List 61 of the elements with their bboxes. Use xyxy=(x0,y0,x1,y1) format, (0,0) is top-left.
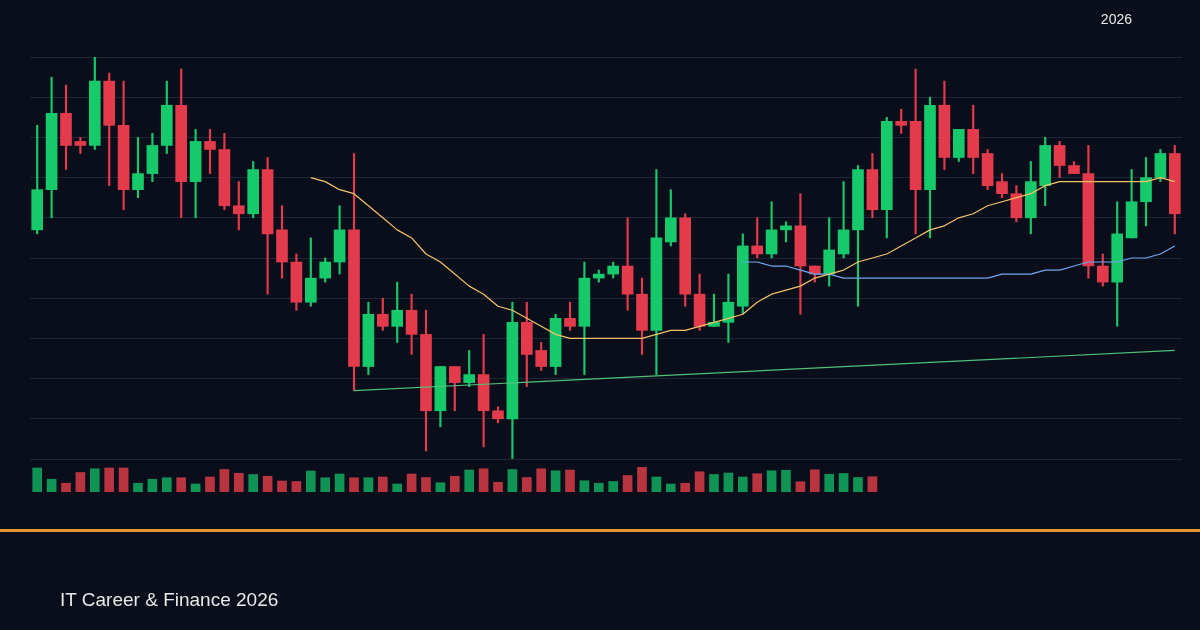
bar xyxy=(421,477,431,492)
bar xyxy=(61,482,71,492)
bar xyxy=(334,473,345,492)
bar xyxy=(219,469,230,492)
bar xyxy=(363,477,374,492)
bar xyxy=(305,470,316,492)
bar xyxy=(147,478,158,492)
bar xyxy=(867,476,878,492)
bar xyxy=(406,473,417,492)
bar xyxy=(176,477,187,492)
bar xyxy=(478,468,489,492)
bar xyxy=(392,483,403,492)
bar xyxy=(752,473,763,492)
bar xyxy=(89,468,100,492)
bar xyxy=(838,473,849,492)
bar xyxy=(104,467,115,492)
bar xyxy=(507,469,518,492)
bar xyxy=(320,477,331,492)
text: IT Career & Finance 2026 xyxy=(60,589,279,611)
bar xyxy=(795,481,806,492)
bar xyxy=(694,471,705,492)
bar xyxy=(665,483,676,492)
bar xyxy=(766,470,777,492)
bar xyxy=(277,480,287,492)
bar xyxy=(809,469,820,492)
bar xyxy=(248,474,259,492)
bar xyxy=(622,475,633,492)
bar xyxy=(608,481,619,492)
bar xyxy=(521,477,532,492)
bar xyxy=(133,482,143,492)
bar xyxy=(46,478,57,492)
bar xyxy=(565,469,575,492)
bar xyxy=(651,476,662,492)
bar xyxy=(32,467,43,492)
bar xyxy=(205,476,215,492)
bar xyxy=(680,482,691,492)
bar xyxy=(449,475,460,492)
bar xyxy=(233,472,244,492)
bar xyxy=(377,476,388,492)
bar xyxy=(190,483,201,492)
bar xyxy=(637,467,647,492)
bar xyxy=(435,482,446,492)
bar xyxy=(737,476,748,492)
bar xyxy=(579,480,590,492)
bar xyxy=(464,469,475,492)
bar xyxy=(723,472,734,492)
bar xyxy=(262,475,273,492)
bar xyxy=(593,482,604,492)
bar xyxy=(709,474,719,492)
bar xyxy=(291,481,302,492)
bar xyxy=(118,467,129,492)
bar xyxy=(493,481,503,492)
bar xyxy=(349,477,359,492)
bar xyxy=(853,477,863,492)
bar xyxy=(550,470,561,492)
bar xyxy=(536,468,547,492)
bar xyxy=(824,473,835,492)
bar xyxy=(75,472,86,492)
bar xyxy=(161,477,172,492)
bar xyxy=(781,469,791,492)
text: 2026 xyxy=(1100,11,1132,27)
